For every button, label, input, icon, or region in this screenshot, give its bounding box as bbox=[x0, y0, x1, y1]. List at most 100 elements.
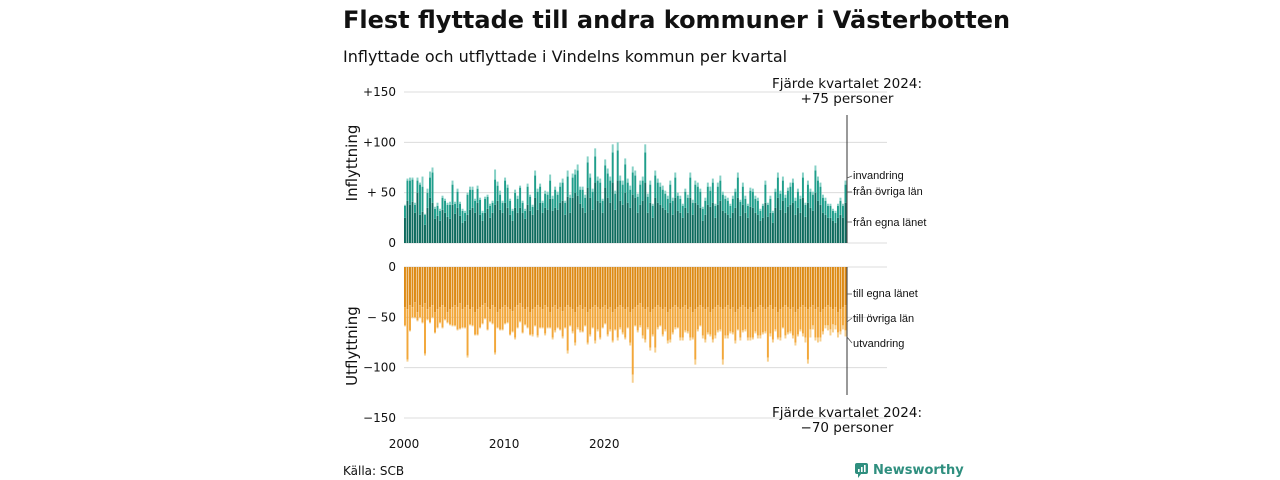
bar-inflow-1-5 bbox=[416, 180, 419, 193]
bar-outflow-0-90 bbox=[629, 267, 632, 313]
bar-inflow-1-158 bbox=[799, 198, 802, 213]
bar-outflow-2-104 bbox=[664, 329, 667, 332]
bar-inflow-0-28 bbox=[474, 212, 477, 243]
bar-inflow-1-127 bbox=[721, 194, 724, 211]
bar-inflow-1-90 bbox=[629, 189, 632, 208]
newsworthy-logo-bar-1 bbox=[858, 469, 860, 472]
bar-inflow-1-136 bbox=[744, 198, 747, 213]
bar-outflow-0-77 bbox=[596, 267, 599, 308]
bar-outflow-1-79 bbox=[601, 307, 604, 328]
bar-inflow-2-128 bbox=[724, 195, 727, 199]
bar-inflow-1-174 bbox=[839, 200, 842, 215]
bar-inflow-1-153 bbox=[786, 190, 789, 207]
bar-outflow-0-152 bbox=[784, 267, 787, 306]
bar-inflow-2-50 bbox=[529, 194, 532, 197]
bar-inflow-1-137 bbox=[746, 205, 749, 218]
bar-outflow-1-113 bbox=[686, 309, 689, 332]
bar-outflow-1-106 bbox=[669, 309, 672, 340]
bar-outflow-0-29 bbox=[476, 267, 479, 310]
annotation-outflow-line1: Fjärde kvartalet 2024: bbox=[772, 405, 922, 421]
bar-inflow-2-172 bbox=[834, 210, 837, 213]
bar-inflow-2-12 bbox=[434, 206, 436, 209]
bar-inflow-1-64 bbox=[564, 202, 567, 215]
bar-outflow-1-49 bbox=[526, 307, 529, 328]
bar-outflow-2-5 bbox=[416, 320, 419, 322]
bar-outflow-0-45 bbox=[516, 267, 519, 306]
bar-outflow-2-30 bbox=[479, 327, 482, 329]
bar-inflow-1-129 bbox=[726, 200, 729, 215]
bar-inflow-1-55 bbox=[541, 202, 544, 213]
bar-inflow-1-44 bbox=[514, 192, 517, 208]
bar-inflow-2-139 bbox=[751, 188, 754, 192]
bar-inflow-0-2 bbox=[409, 204, 411, 243]
bar-inflow-0-74 bbox=[589, 197, 592, 243]
bar-outflow-2-166 bbox=[819, 337, 822, 342]
bar-outflow-1-99 bbox=[651, 309, 654, 335]
bar-outflow-2-12 bbox=[434, 332, 436, 334]
bar-outflow-1-69 bbox=[576, 307, 579, 328]
bar-outflow-2-153 bbox=[786, 332, 789, 335]
bar-outflow-0-50 bbox=[529, 267, 532, 313]
bar-outflow-0-161 bbox=[806, 267, 809, 310]
bar-outflow-2-156 bbox=[794, 342, 797, 346]
bar-outflow-1-6 bbox=[419, 305, 421, 318]
bar-outflow-2-41 bbox=[506, 322, 509, 324]
bar-outflow-2-52 bbox=[534, 325, 537, 327]
bar-inflow-1-54 bbox=[539, 186, 542, 203]
bar-inflow-2-86 bbox=[619, 175, 622, 181]
bar-outflow-1-168 bbox=[824, 307, 827, 326]
bar-inflow-0-139 bbox=[751, 207, 754, 243]
bar-inflow-1-150 bbox=[779, 193, 782, 210]
bar-inflow-2-89 bbox=[626, 178, 629, 183]
bar-inflow-1-25 bbox=[466, 194, 469, 215]
bar-outflow-2-135 bbox=[741, 330, 744, 333]
bar-outflow-2-173 bbox=[836, 332, 839, 338]
bar-inflow-2-171 bbox=[831, 208, 834, 211]
bar-outflow-0-123 bbox=[711, 267, 714, 310]
bar-outflow-2-27 bbox=[471, 325, 474, 327]
bar-outflow-0-46 bbox=[519, 267, 522, 304]
bar-inflow-1-31 bbox=[481, 212, 484, 221]
bar-outflow-0-35 bbox=[491, 267, 494, 306]
bar-outflow-0-69 bbox=[576, 267, 579, 308]
bar-inflow-0-129 bbox=[726, 214, 729, 243]
bar-outflow-1-147 bbox=[771, 309, 774, 340]
bar-inflow-2-99 bbox=[651, 203, 654, 206]
bar-inflow-0-140 bbox=[754, 212, 757, 243]
bar-outflow-1-125 bbox=[716, 305, 719, 331]
bar-inflow-0-25 bbox=[466, 214, 469, 243]
bar-outflow-0-82 bbox=[609, 267, 612, 308]
bar-inflow-0-48 bbox=[524, 218, 527, 243]
bar-outflow-0-173 bbox=[836, 267, 839, 313]
bar-inflow-2-113 bbox=[686, 194, 689, 198]
bar-inflow-1-60 bbox=[554, 189, 557, 208]
bar-outflow-2-72 bbox=[584, 325, 587, 327]
y-tick-labels: 0 + 50 +100 +150 0 − 50 −100 −150 bbox=[363, 85, 396, 425]
bar-inflow-1-147 bbox=[771, 212, 774, 223]
bar-outflow-0-100 bbox=[654, 267, 657, 308]
bar-outflow-2-144 bbox=[764, 331, 767, 334]
bar-inflow-2-84 bbox=[614, 190, 617, 194]
bar-outflow-1-18 bbox=[449, 309, 451, 325]
legend-utvandring: utvandring bbox=[853, 338, 904, 350]
bar-outflow-1-146 bbox=[769, 305, 772, 334]
bar-inflow-1-76 bbox=[594, 156, 597, 183]
bar-inflow-1-135 bbox=[741, 186, 744, 205]
bar-outflow-0-110 bbox=[679, 267, 682, 310]
bar-outflow-0-63 bbox=[561, 267, 564, 312]
bar-outflow-2-9 bbox=[426, 319, 429, 321]
y-tick-inflow-3: +150 bbox=[363, 85, 396, 99]
bar-outflow-0-43 bbox=[511, 267, 514, 312]
bar-outflow-1-28 bbox=[474, 312, 477, 335]
bar-outflow-0-116 bbox=[694, 267, 697, 310]
bar-inflow-1-120 bbox=[704, 200, 707, 215]
bar-outflow-0-106 bbox=[669, 267, 672, 310]
bar-outflow-1-61 bbox=[556, 309, 559, 328]
bar-outflow-0-71 bbox=[581, 267, 584, 310]
bar-outflow-1-30 bbox=[479, 307, 482, 328]
bar-inflow-0-119 bbox=[701, 220, 704, 243]
bar-outflow-1-136 bbox=[744, 307, 747, 330]
bar-outflow-2-115 bbox=[691, 337, 694, 340]
bar-inflow-0-37 bbox=[496, 200, 499, 243]
bar-inflow-0-90 bbox=[629, 207, 632, 243]
